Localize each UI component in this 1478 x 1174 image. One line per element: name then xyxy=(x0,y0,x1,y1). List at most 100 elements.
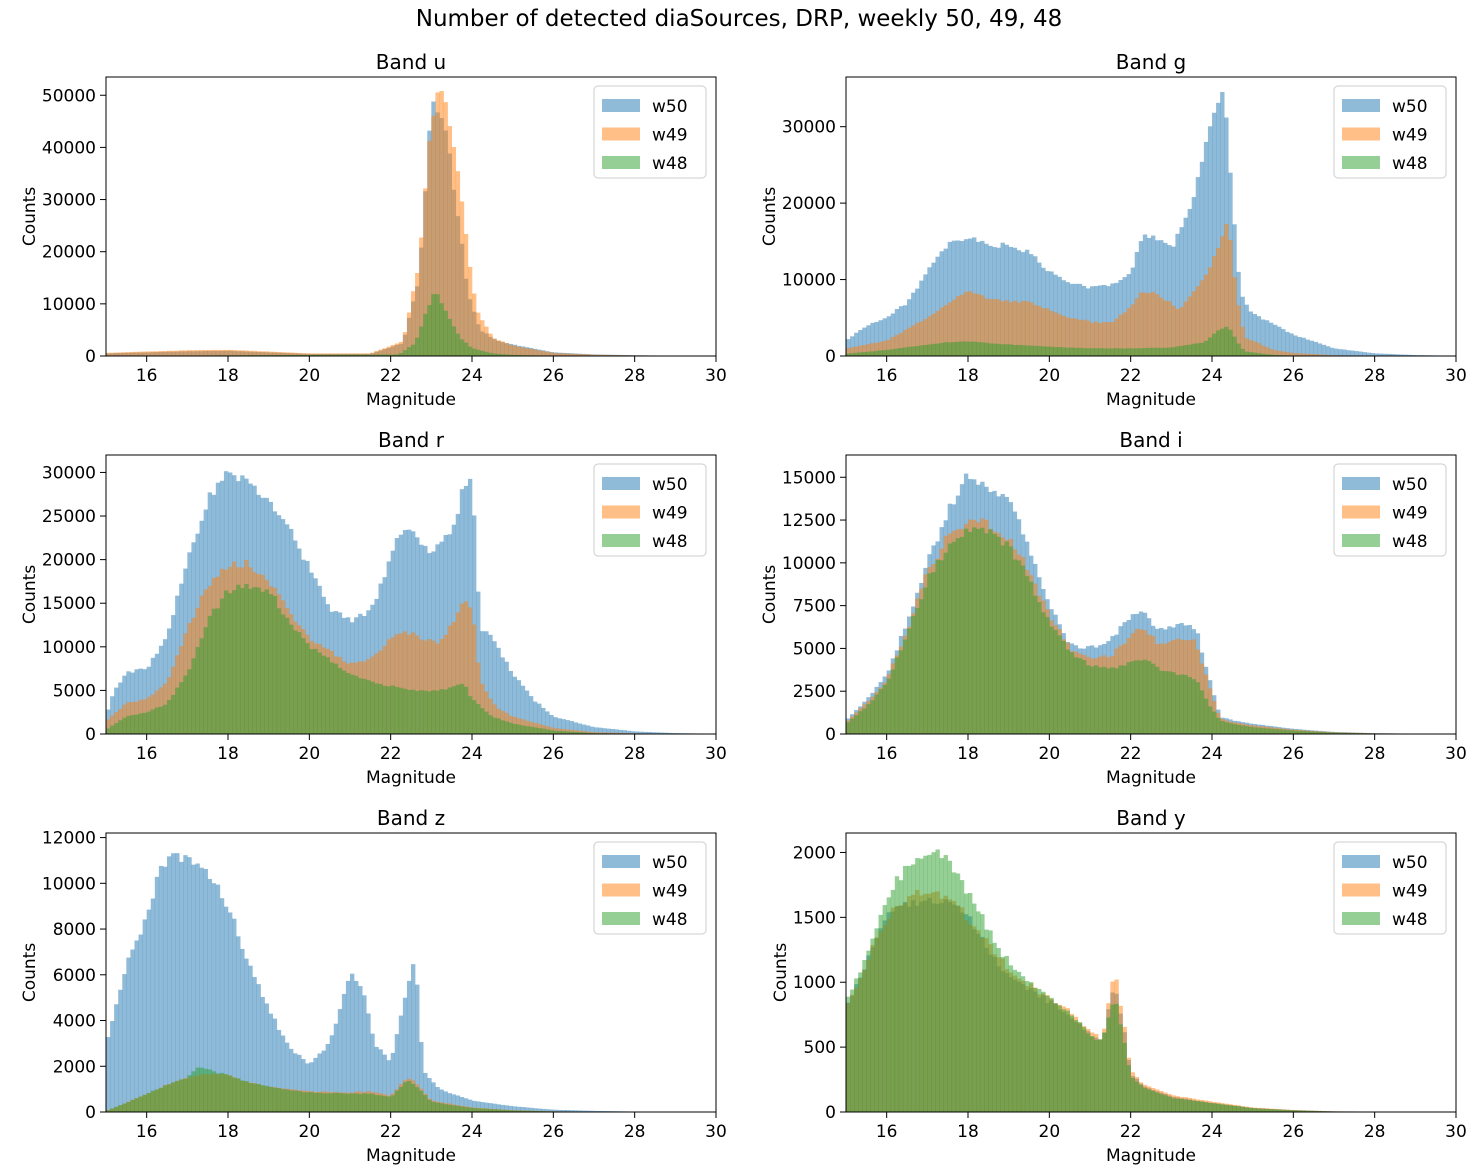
histogram-bar xyxy=(488,1109,493,1112)
x-tick-label: 20 xyxy=(1039,366,1061,386)
histogram-bar xyxy=(345,353,351,356)
histogram-bar xyxy=(215,608,221,734)
histogram-bar xyxy=(1248,340,1253,356)
histogram-bar xyxy=(272,1087,278,1112)
histogram-bar xyxy=(500,657,505,734)
histogram-bar xyxy=(1061,315,1066,356)
histogram-bar xyxy=(931,262,936,356)
histogram-bar xyxy=(313,1057,318,1112)
histogram-bar xyxy=(541,1108,546,1112)
histogram-bar xyxy=(907,628,912,734)
histogram-bar xyxy=(142,919,147,1112)
histogram-bar xyxy=(1041,991,1046,1112)
histogram-bar xyxy=(935,559,940,734)
legend-label-w49: w49 xyxy=(1392,882,1428,902)
histogram-bar xyxy=(976,342,981,356)
histogram-bar xyxy=(1000,301,1005,356)
histogram-bar xyxy=(1065,347,1070,356)
histogram-bar xyxy=(236,350,241,356)
legend-label-w49: w49 xyxy=(652,126,688,146)
histogram-bar xyxy=(1309,340,1314,356)
x-tick-label: 18 xyxy=(217,1122,239,1142)
y-axis-label: Counts xyxy=(20,187,40,246)
x-tick-label: 20 xyxy=(1039,744,1061,764)
histogram-bar xyxy=(472,700,477,734)
histogram-bar xyxy=(398,353,404,356)
histogram-bar xyxy=(882,905,887,1112)
histogram-bar xyxy=(581,724,587,734)
histogram-bar xyxy=(488,715,493,734)
legend-label-w50: w50 xyxy=(652,97,688,117)
histogram-bar xyxy=(1073,347,1079,356)
histogram-bar xyxy=(333,354,339,356)
histogram-bar xyxy=(594,732,599,734)
histogram-bar xyxy=(337,667,343,734)
histogram-bar xyxy=(118,682,123,734)
histogram-bar xyxy=(122,1103,127,1112)
histogram-bar xyxy=(1106,286,1111,356)
histogram-bar xyxy=(496,647,501,734)
histogram-bar xyxy=(114,1004,119,1112)
histogram-bar xyxy=(890,669,896,734)
histogram-bar xyxy=(1240,348,1245,356)
histogram-bar xyxy=(569,1110,574,1112)
histogram-bar xyxy=(171,695,176,734)
histogram-bar xyxy=(447,1093,452,1112)
histogram-bar xyxy=(1069,318,1075,356)
histogram-bar xyxy=(1228,329,1233,356)
legend-swatch-w50 xyxy=(602,99,640,112)
histogram-bar xyxy=(134,940,139,1112)
histogram-bar xyxy=(1098,667,1103,734)
histogram-bar xyxy=(992,299,997,356)
histogram-bar xyxy=(923,855,928,1112)
histogram-bar xyxy=(321,1093,326,1112)
histogram-bar xyxy=(1187,677,1192,734)
legend: w50 w49 w48 xyxy=(1333,463,1447,557)
histogram-bar xyxy=(1037,305,1042,356)
legend-label-w48: w48 xyxy=(1392,154,1428,174)
histogram-bar xyxy=(1212,256,1217,356)
histogram-bar xyxy=(598,1110,603,1112)
histogram-bar xyxy=(150,351,156,356)
histogram-bar xyxy=(301,1059,306,1112)
histogram-bar xyxy=(423,640,428,734)
histogram-bar xyxy=(167,700,172,734)
histogram-bar xyxy=(1077,283,1083,356)
histogram-bar xyxy=(1191,291,1197,356)
histogram-bar xyxy=(943,248,948,356)
subplot-4: 16 18 20 22 24 26 28 30 0 2000 4000 6000 8000 10000 12… xyxy=(20,806,727,1166)
y-tick-label: 8000 xyxy=(53,920,96,940)
histogram-bar xyxy=(459,603,465,734)
histogram-bar xyxy=(1293,335,1298,356)
histogram-bar xyxy=(581,354,587,356)
histogram-bar xyxy=(1077,319,1083,356)
histogram-bar xyxy=(1012,969,1018,1112)
histogram-bar xyxy=(207,349,213,356)
histogram-bar xyxy=(1159,1094,1164,1112)
histogram-bar xyxy=(329,1035,335,1112)
histogram-bar xyxy=(305,643,310,734)
subplot-2: 16 18 20 22 24 26 28 30 0 5000 10000 15000 20000 2500… xyxy=(20,428,727,788)
histogram-bar xyxy=(1130,1078,1136,1112)
histogram-bar xyxy=(663,732,668,734)
legend-swatch-w50 xyxy=(602,855,640,868)
histogram-bar xyxy=(1167,347,1172,356)
histogram-bar xyxy=(1191,679,1197,734)
histogram-bar xyxy=(972,341,977,356)
histogram-bar xyxy=(1321,732,1327,734)
histogram-bar xyxy=(394,1034,400,1112)
histogram-bar xyxy=(419,1042,424,1112)
subplot-title: Band i xyxy=(1119,428,1182,452)
legend-label-w50: w50 xyxy=(652,853,688,873)
histogram-bar xyxy=(211,349,217,356)
histogram-bar xyxy=(187,350,192,356)
histogram-bar xyxy=(435,544,440,734)
histogram-bar xyxy=(439,541,444,734)
histogram-bar xyxy=(1395,354,1400,356)
histogram-bar xyxy=(419,237,424,356)
histogram-bar xyxy=(1317,354,1323,356)
histogram-bar xyxy=(504,1110,509,1112)
histogram-bar xyxy=(1024,345,1030,356)
histogram-bar xyxy=(1057,314,1062,356)
histogram-bar xyxy=(1273,1109,1278,1112)
